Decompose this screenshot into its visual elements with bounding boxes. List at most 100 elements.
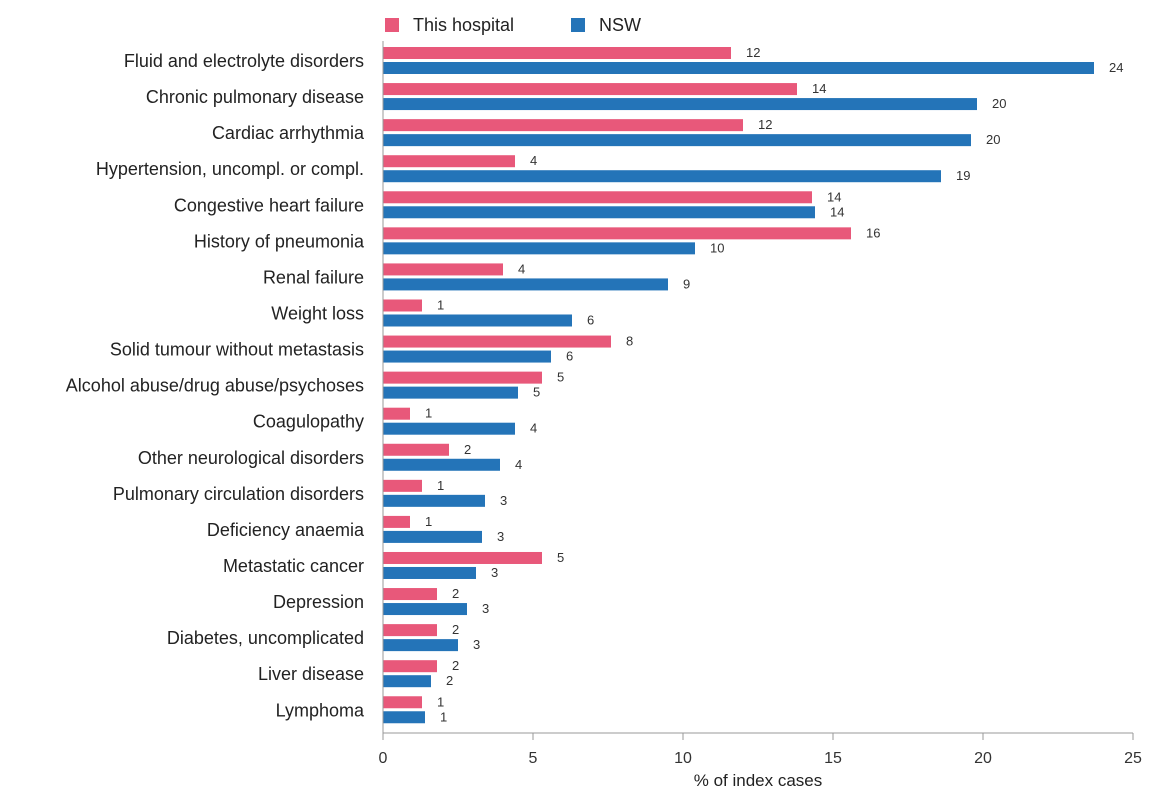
x-tick-label: 20	[974, 750, 992, 767]
value-label-this-hospital: 16	[866, 225, 880, 240]
value-label-nsw: 20	[992, 96, 1006, 111]
value-label-this-hospital: 4	[530, 153, 537, 168]
value-label-nsw: 24	[1109, 60, 1123, 75]
x-axis: 0 5 10 15 20 25	[379, 41, 1142, 767]
bar-nsw	[383, 206, 815, 219]
category-label: Diabetes, uncomplicated	[167, 628, 364, 648]
bar-this-hospital	[383, 371, 542, 384]
category-label: Depression	[273, 592, 364, 612]
value-label-nsw: 6	[587, 312, 594, 327]
value-label-this-hospital: 2	[452, 658, 459, 673]
category-labels: Fluid and electrolyte disorders Chronic p…	[66, 51, 365, 720]
category-label: Hypertension, uncompl. or compl.	[96, 159, 364, 179]
category-label: Lymphoma	[276, 700, 365, 720]
value-label-this-hospital: 8	[626, 334, 633, 349]
category-label: Coagulopathy	[253, 412, 364, 432]
value-label-nsw: 2	[446, 673, 453, 688]
bar-this-hospital	[383, 696, 422, 709]
bar-this-hospital	[383, 227, 851, 240]
value-label-this-hospital: 12	[746, 45, 760, 60]
value-label-this-hospital: 5	[557, 370, 564, 385]
category-label: Other neurological disorders	[138, 448, 364, 468]
value-label-this-hospital: 2	[452, 586, 459, 601]
bar-this-hospital	[383, 551, 542, 564]
value-label-this-hospital: 2	[452, 622, 459, 637]
bar-this-hospital	[383, 83, 797, 96]
bar-this-hospital	[383, 335, 611, 348]
bar-nsw	[383, 639, 458, 652]
category-label: Congestive heart failure	[174, 195, 364, 215]
bar-nsw	[383, 494, 485, 507]
value-label-nsw: 4	[530, 421, 537, 436]
x-tick-label: 15	[824, 750, 842, 767]
bar-this-hospital	[383, 479, 422, 492]
value-label-this-hospital: 14	[812, 81, 826, 96]
bar-this-hospital	[383, 624, 437, 637]
category-label: Weight loss	[271, 303, 364, 323]
bar-this-hospital	[383, 47, 731, 59]
category-label: Alcohol abuse/drug abuse/psychoses	[66, 376, 364, 396]
legend-swatch-nsw	[571, 18, 585, 32]
x-axis-title: % of index cases	[694, 771, 823, 790]
category-label: Deficiency anaemia	[207, 520, 365, 540]
x-tick-label: 0	[379, 750, 388, 767]
value-label-this-hospital: 1	[437, 478, 444, 493]
bar-nsw	[383, 566, 476, 579]
bar-nsw	[383, 386, 518, 399]
value-label-nsw: 9	[683, 276, 690, 291]
legend: This hospital NSW	[385, 15, 641, 35]
value-label-this-hospital: 1	[437, 694, 444, 709]
bar-this-hospital	[383, 263, 503, 276]
value-label-this-hospital: 14	[827, 189, 841, 204]
x-tick-label: 5	[529, 750, 538, 767]
value-label-nsw: 4	[515, 457, 522, 472]
value-label-nsw: 10	[710, 240, 724, 255]
value-label-nsw: 6	[566, 349, 573, 364]
bar-this-hospital	[383, 119, 743, 132]
bar-nsw	[383, 711, 425, 724]
bar-this-hospital	[383, 407, 410, 420]
bar-this-hospital	[383, 588, 437, 601]
category-label: Liver disease	[258, 664, 364, 684]
value-label-nsw: 1	[440, 709, 447, 724]
category-label: Fluid and electrolyte disorders	[124, 51, 364, 71]
legend-label-nsw: NSW	[599, 15, 641, 35]
category-label: Metastatic cancer	[223, 556, 364, 576]
bar-nsw	[383, 242, 695, 255]
bar-nsw	[383, 458, 500, 471]
value-label-nsw: 3	[500, 493, 507, 508]
value-label-this-hospital: 1	[425, 406, 432, 421]
value-label-nsw: 3	[497, 529, 504, 544]
x-tick-label: 10	[674, 750, 692, 767]
legend-label-this-hospital: This hospital	[413, 15, 514, 35]
category-label: Cardiac arrhythmia	[212, 123, 365, 143]
value-label-nsw: 5	[533, 385, 540, 400]
bar-nsw	[383, 314, 572, 327]
value-label-nsw: 19	[956, 168, 970, 183]
value-label-nsw: 3	[473, 637, 480, 652]
value-label-this-hospital: 2	[464, 442, 471, 457]
x-tick-label: 25	[1124, 750, 1142, 767]
value-label-this-hospital: 1	[437, 297, 444, 312]
value-label-this-hospital: 1	[425, 514, 432, 529]
value-label-this-hospital: 5	[557, 550, 564, 565]
value-label-nsw: 14	[830, 204, 844, 219]
bar-this-hospital	[383, 443, 449, 456]
bar-nsw	[383, 98, 977, 111]
bar-nsw	[383, 422, 515, 435]
category-label: Renal failure	[263, 267, 364, 287]
bar-nsw	[383, 278, 668, 291]
value-label-this-hospital: 4	[518, 261, 525, 276]
category-label: History of pneumonia	[194, 231, 365, 251]
bar-nsw	[383, 134, 971, 147]
bar-nsw	[383, 170, 941, 183]
bar-nsw	[383, 530, 482, 543]
bar-nsw	[383, 675, 431, 688]
category-label: Solid tumour without metastasis	[110, 340, 364, 360]
bar-this-hospital	[383, 515, 410, 528]
category-label: Pulmonary circulation disorders	[113, 484, 364, 504]
value-labels: 1224142012204191414161049168655142413135…	[425, 45, 1123, 724]
bar-this-hospital	[383, 191, 812, 204]
bar-this-hospital	[383, 155, 515, 168]
